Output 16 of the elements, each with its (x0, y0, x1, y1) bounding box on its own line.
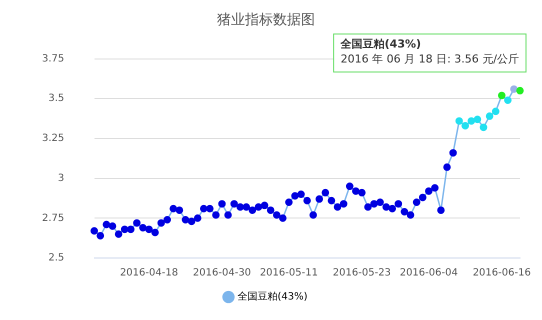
legend-label: 全国豆粕(43%) (237, 290, 308, 303)
text: 全国豆粕(43%) (340, 37, 422, 50)
annotation: 2016 年 06 月 18 日: 3.56 元/公斤 (340, 52, 520, 66)
chart-title: 猪业指标数据图 (217, 12, 315, 28)
x-tick-label: 2016-06-04 (400, 268, 458, 279)
y-tick-label: 2.75 (42, 212, 64, 224)
y-tick-label: 2.5 (48, 252, 64, 264)
x-tick-label: 2016-05-11 (260, 268, 318, 279)
x-tick-label: 2016-06-16 (472, 268, 531, 279)
x-tick-label: 2016-04-18 (120, 268, 178, 279)
y-tick-label: 3.25 (42, 133, 64, 144)
y-tick-label: 3.75 (42, 53, 64, 64)
x-tick-label: 2016-04-30 (192, 268, 252, 279)
y-tick-label: 3.5 (48, 93, 64, 104)
x-tick-label: 2016-05-23 (332, 268, 391, 279)
y-tick-label: 3 (58, 172, 64, 184)
